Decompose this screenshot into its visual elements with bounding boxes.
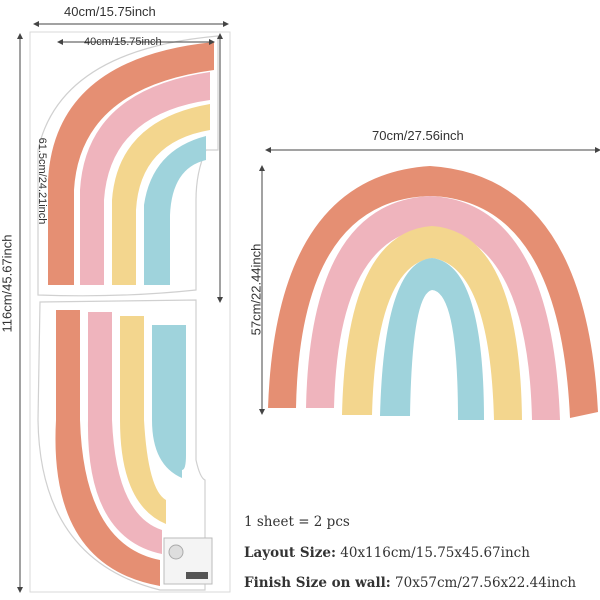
layout-size-value: 40x116cm/15.75x45.67inch (340, 545, 530, 561)
label-barcode (186, 572, 208, 579)
bottom-blue-band (152, 325, 186, 478)
top-blue-band (144, 136, 206, 285)
bottom-yellow-band (120, 316, 166, 524)
sheet-height-label: 116cm/45.67inch (0, 234, 15, 333)
bottom-pink-band (87, 312, 162, 554)
layout-size-row: Layout Size: 40x116cm/15.75x45.67inch (244, 545, 530, 561)
finish-size-value: 70x57cm/27.56x22.44inch (395, 575, 577, 591)
assembled-width-label: 70cm/27.56inch (372, 128, 464, 143)
finish-size-label: Finish Size on wall: (244, 575, 391, 591)
inner-width-label: 40cm/15.75inch (84, 36, 162, 48)
top-pink-band (80, 72, 210, 285)
layout-size-label: Layout Size: (244, 545, 336, 561)
bottom-coral-band (55, 310, 160, 586)
finish-size-row: Finish Size on wall: 70x57cm/27.56x22.44… (244, 575, 576, 591)
label-logo-icon (168, 544, 184, 560)
pieces-count-text: 1 sheet = 2 pcs (244, 514, 350, 530)
assembled-height-label: 57cm/22.44inch (248, 243, 264, 336)
bottom-piece-outline (37, 299, 206, 591)
top-yellow-band (112, 104, 210, 285)
assembled-coral-band (268, 166, 598, 418)
assembled-blue-band (380, 258, 484, 420)
assembled-pink-band (306, 196, 560, 420)
sheet-width-label: 40cm/15.75inch (64, 4, 156, 19)
top-coral-band (48, 42, 214, 285)
piece-height-label: 61.5cm/24.21inch (36, 137, 48, 225)
assembled-yellow-band (342, 226, 522, 420)
